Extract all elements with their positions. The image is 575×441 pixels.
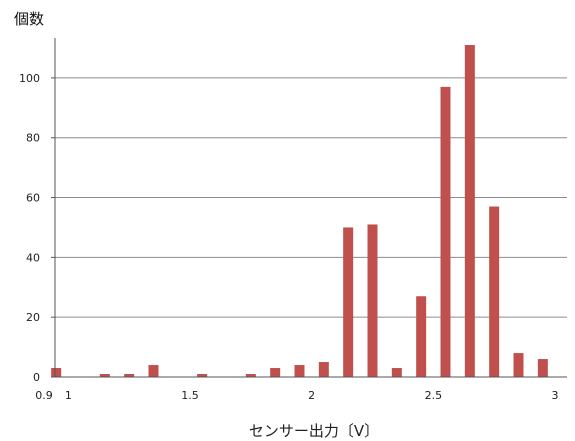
y-tick-label: 60: [26, 192, 40, 205]
bar-series: [51, 45, 548, 377]
bar: [416, 296, 427, 377]
bar: [464, 45, 475, 377]
y-tick-label: 40: [26, 251, 40, 264]
x-axis-label: センサー出力〔V〕: [249, 422, 379, 440]
bar: [270, 368, 281, 377]
y-tick-label: 20: [26, 311, 40, 324]
bar: [537, 359, 548, 377]
bar: [489, 206, 500, 377]
y-tick-label: 0: [33, 371, 40, 384]
y-tick-labels: 0 20 40 60 80 100: [19, 72, 40, 384]
bar: [367, 224, 378, 377]
x-tick-label: 3: [552, 389, 559, 402]
y-tick-label: 100: [19, 72, 40, 85]
axes: [51, 38, 567, 378]
bar: [51, 368, 62, 377]
bar: [245, 374, 256, 377]
y-tick-label: 80: [26, 132, 40, 145]
bar: [318, 362, 329, 377]
x-tick-label: 2.5: [425, 389, 443, 402]
bar: [197, 374, 208, 377]
gridlines: [55, 77, 567, 318]
bar: [294, 365, 305, 377]
x-tick-label: 1.5: [181, 389, 199, 402]
bar: [343, 227, 354, 377]
x-tick-labels: 0.9 1 1.5 2 2.5 3: [35, 389, 558, 402]
bar: [148, 365, 159, 377]
bar: [124, 374, 135, 377]
bar: [391, 368, 402, 377]
x-tick-label: 2: [308, 389, 315, 402]
bar: [440, 86, 451, 377]
x-tick-label: 1: [65, 389, 72, 402]
bar: [513, 353, 524, 377]
x-tick-label: 0.9: [35, 389, 53, 402]
y-axis-label: 個数: [14, 10, 44, 28]
bar: [99, 374, 110, 377]
